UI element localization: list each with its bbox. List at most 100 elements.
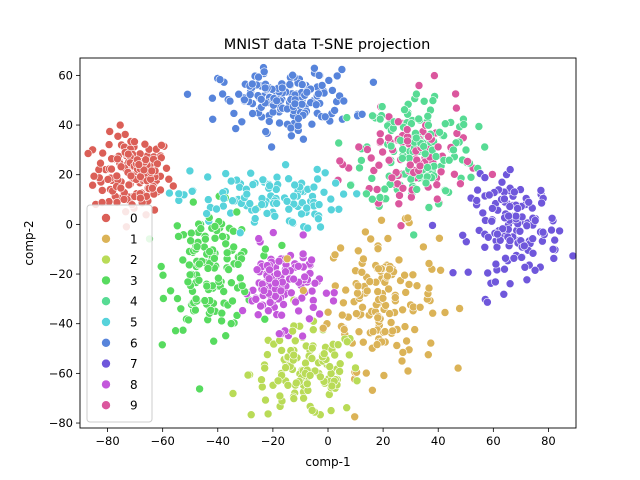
data-point-9 (463, 157, 472, 166)
data-point-9 (414, 81, 424, 90)
data-point-4 (334, 138, 344, 148)
data-point-3 (228, 296, 237, 306)
data-point-7 (488, 204, 497, 213)
data-point-7 (497, 177, 507, 187)
data-point-7 (480, 243, 490, 252)
data-point-6 (330, 106, 339, 115)
data-point-3 (236, 273, 245, 283)
data-point-9 (375, 129, 385, 139)
data-point-8 (238, 306, 247, 315)
data-point-8 (268, 228, 278, 237)
data-point-2 (330, 350, 340, 360)
data-point-6 (215, 75, 225, 84)
data-point-8 (322, 288, 331, 298)
data-point-5 (352, 189, 362, 199)
data-point-1 (353, 288, 362, 298)
legend-marker-0 (101, 213, 111, 223)
legend-frame (86, 204, 153, 423)
data-point-3 (184, 315, 193, 325)
data-point-9 (375, 137, 385, 146)
data-point-1 (378, 293, 388, 303)
data-point-0 (107, 164, 116, 174)
data-point-9 (405, 160, 415, 170)
legend-label-7: 7 (130, 357, 138, 371)
x-tick-label: −40 (206, 434, 230, 448)
data-point-0 (141, 155, 150, 164)
data-point-7 (547, 225, 556, 235)
data-point-5 (297, 209, 306, 219)
x-tick-label: 60 (486, 434, 501, 448)
data-point-3 (232, 311, 242, 320)
data-point-8 (297, 293, 307, 303)
data-point-1 (381, 301, 390, 310)
data-point-8 (294, 306, 303, 316)
data-point-8 (293, 261, 303, 271)
data-point-4 (428, 96, 438, 105)
data-point-2 (257, 375, 266, 385)
data-point-4 (461, 145, 471, 155)
x-tick-label: −20 (261, 434, 285, 448)
data-point-1 (339, 298, 348, 308)
data-point-8 (289, 274, 298, 284)
data-point-9 (384, 155, 394, 165)
data-point-4 (423, 111, 433, 121)
data-point-8 (274, 256, 284, 266)
data-point-6 (290, 99, 300, 109)
data-point-1 (330, 250, 340, 260)
data-point-9 (450, 170, 459, 179)
data-point-3 (158, 340, 167, 350)
data-point-4 (431, 152, 441, 161)
data-point-4 (424, 120, 433, 130)
data-point-2 (299, 393, 308, 403)
data-point-1 (403, 366, 413, 376)
data-point-2 (261, 395, 270, 405)
data-point-7 (555, 226, 564, 236)
data-point-1 (400, 322, 410, 331)
data-point-1 (358, 337, 368, 347)
data-point-4 (480, 142, 490, 152)
legend-label-2: 2 (130, 253, 138, 267)
data-point-2 (327, 381, 337, 391)
data-point-0 (98, 148, 107, 158)
legend-label-3: 3 (130, 274, 138, 288)
data-point-3 (209, 336, 218, 346)
data-point-5 (303, 223, 313, 233)
data-point-8 (300, 272, 310, 282)
x-tick-label: 20 (376, 434, 391, 448)
data-point-2 (307, 343, 317, 353)
data-point-0 (124, 149, 133, 159)
data-point-6 (328, 86, 337, 95)
data-point-9 (451, 89, 460, 99)
x-tick-label: −60 (151, 434, 175, 448)
data-point-1 (341, 285, 351, 295)
data-point-1 (359, 254, 368, 264)
data-point-0 (139, 165, 149, 175)
data-point-0 (157, 141, 166, 150)
data-point-3 (226, 319, 236, 328)
data-point-6 (297, 80, 307, 89)
data-point-7 (549, 254, 559, 263)
data-point-8 (264, 274, 274, 284)
data-point-8 (307, 286, 317, 296)
data-point-9 (393, 117, 403, 126)
data-point-6 (259, 67, 269, 77)
data-point-8 (329, 296, 338, 306)
data-point-5 (289, 191, 299, 201)
y-tick-label: 60 (58, 68, 73, 82)
data-point-6 (218, 89, 227, 99)
data-point-8 (265, 265, 274, 275)
data-point-7 (473, 185, 482, 195)
data-point-7 (536, 186, 546, 195)
data-point-8 (305, 314, 314, 324)
data-point-7 (510, 187, 519, 197)
legend-marker-4 (101, 296, 111, 307)
data-point-3 (205, 247, 214, 256)
data-point-1 (354, 327, 364, 337)
data-point-6 (245, 90, 255, 99)
data-point-5 (314, 200, 324, 209)
data-point-5 (320, 168, 330, 178)
data-point-7 (491, 259, 501, 269)
data-point-2 (243, 370, 253, 380)
data-point-6 (231, 124, 240, 133)
